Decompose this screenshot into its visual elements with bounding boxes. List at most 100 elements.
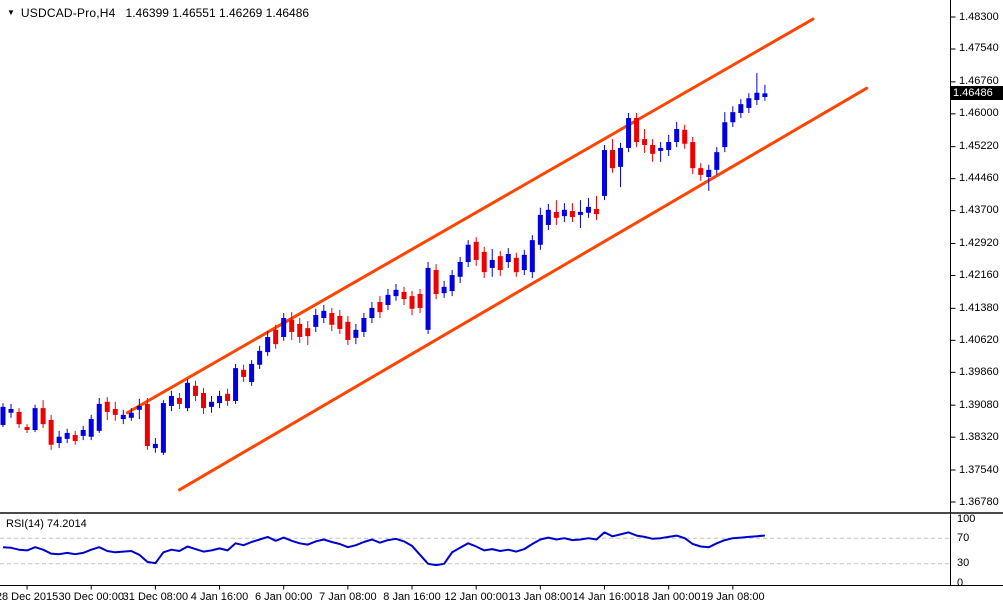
time-axis-label: 30 Dec 00:00 <box>58 591 124 603</box>
candle-body-bull <box>626 118 632 148</box>
candle-body-bear <box>104 401 110 412</box>
candle-body-bear <box>16 411 22 425</box>
rsi-line <box>2 531 765 567</box>
price-axis-label: 1.48300 <box>959 10 999 23</box>
candle-body-bull <box>353 329 359 338</box>
candle-body-bull <box>666 142 672 151</box>
candle-body-bear <box>40 408 46 425</box>
candle-body-bull <box>618 147 624 167</box>
current-price-badge: 1.46486 <box>951 86 1003 101</box>
rsi-scale-label: 0 <box>957 576 964 589</box>
candle-body-bull <box>465 244 471 263</box>
price-axis-label: 1.44460 <box>959 172 999 185</box>
candle-body-bear <box>642 139 648 145</box>
candle-body-bear <box>192 385 198 396</box>
price-axis-label: 1.43700 <box>959 204 999 217</box>
candle-body-bear <box>201 392 206 409</box>
candle-body-bull <box>602 150 607 196</box>
candle-body-bull <box>168 395 174 407</box>
candle-body-bull <box>361 318 367 332</box>
candle-body-bear <box>473 241 479 260</box>
price-axis-label: 1.41380 <box>959 301 999 314</box>
candle-body-bull <box>658 147 664 151</box>
time-axis-label: 6 Jan 00:00 <box>254 591 313 603</box>
price-axis-label: 1.46000 <box>959 107 999 120</box>
candle-body-bear <box>225 393 231 401</box>
symbol-marker-icon: ▼ <box>7 8 15 17</box>
candle-body-bull <box>152 443 158 449</box>
time-axis-label: 4 Jan 16:00 <box>190 591 249 603</box>
candle-body-bull <box>754 92 760 100</box>
candle-body-bull <box>233 368 239 401</box>
candle-body-bull <box>120 414 126 420</box>
candle-body-bull <box>369 307 375 319</box>
candle-body-bear <box>690 142 696 169</box>
candle-body-bull <box>56 436 62 444</box>
candle-body-bear <box>48 419 54 445</box>
price-axis-label: 1.42920 <box>959 237 999 249</box>
candle-body-bull <box>585 206 591 213</box>
candle-body-bull <box>714 152 720 170</box>
candle-body-bull <box>505 254 511 263</box>
candle-body-bull <box>521 254 527 271</box>
candle-body-bull <box>730 112 736 123</box>
candle-body-bull <box>209 401 215 407</box>
candle-body-bull <box>88 419 94 437</box>
candle-body-bear <box>650 144 656 154</box>
candle-body-bear <box>329 312 335 325</box>
time-axis-label: 28 Dec 2015 <box>0 591 59 603</box>
channel-upper-trendline <box>125 17 815 415</box>
price-axis-label: 1.42160 <box>959 269 999 281</box>
candle-body-bear <box>289 319 295 332</box>
time-axis-label: 7 Jan 08:00 <box>319 591 377 603</box>
price-axis-label: 1.45220 <box>959 140 999 153</box>
candle-body-bear <box>72 435 78 441</box>
candle-body-bear <box>305 328 311 337</box>
candle-body-bear <box>409 296 415 309</box>
price-axis-label: 1.37540 <box>959 463 999 476</box>
candle-body-bear <box>513 257 519 273</box>
candle-body-bear <box>297 323 303 337</box>
time-axis-label: 31 Dec 08:00 <box>122 591 189 603</box>
price-axis-label: 1.36780 <box>959 495 999 508</box>
time-axis-label: 19 Jan 08:00 <box>701 591 765 603</box>
candle-body-bear <box>337 315 343 329</box>
price-axis-label: 1.39080 <box>959 398 999 411</box>
candle-body-bull <box>746 98 752 108</box>
candle-body-bear <box>241 369 247 377</box>
candle-body-bull <box>545 209 551 225</box>
candle-body-bull <box>762 93 768 97</box>
price-axis-label: 1.39860 <box>959 365 999 378</box>
candle-body-bear <box>593 208 599 215</box>
candle-body-bull <box>265 336 271 353</box>
candle-body-bear <box>144 403 150 447</box>
candle-body-bull <box>577 211 583 215</box>
chart-title: ▼ USDCAD-Pro,H4 1.46399 1.46551 1.46269 1.… <box>7 6 309 20</box>
candle-body-bull <box>738 104 744 113</box>
candle-body-bear <box>553 211 559 218</box>
candle-body-bear <box>698 168 704 175</box>
candle-body-bull <box>393 289 399 297</box>
candle-body-bear <box>401 291 407 300</box>
candle-body-bear <box>273 329 279 345</box>
rsi-indicator-label: RSI(14) 74.2014 <box>6 518 87 530</box>
candle-body-bull <box>457 262 463 277</box>
price-axis-label: 1.38320 <box>959 430 999 443</box>
candle-body-bull <box>128 412 134 418</box>
candle-body-bear <box>610 150 616 169</box>
candle-body-bull <box>529 240 535 273</box>
price-axis-label: 1.40620 <box>959 333 999 346</box>
candle-body-bull <box>674 128 680 143</box>
candle-body-bull <box>8 408 14 413</box>
time-axis-label: 12 Jan 00:00 <box>444 591 508 603</box>
candle-body-bull <box>64 432 70 439</box>
candle-body-bear <box>176 398 182 404</box>
candle-body-bear <box>377 302 383 313</box>
candle-body-bull <box>249 363 255 383</box>
price-axis-label: 1.47540 <box>959 42 999 55</box>
candle-body-bear <box>433 270 439 295</box>
candle-body-bull <box>489 259 495 268</box>
candle-body-bull <box>32 408 38 431</box>
